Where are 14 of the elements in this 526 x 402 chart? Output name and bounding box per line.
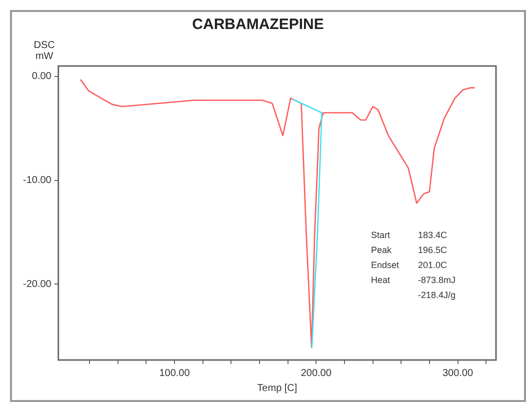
chart-title: CARBAMAZEPINE bbox=[192, 16, 324, 34]
annotation: -218.4J/g bbox=[418, 290, 456, 300]
text: Start 183.4C bbox=[371, 230, 448, 240]
x-axis-title: Temp [C] bbox=[257, 382, 298, 394]
text: Heat -873.8mJ bbox=[371, 275, 456, 285]
x-tick-label: 300.00 bbox=[442, 368, 474, 379]
y-tick-label: -10.00 bbox=[22, 175, 52, 186]
y-tick-label: -20.00 bbox=[22, 278, 52, 290]
x-tick-label: 200.00 bbox=[300, 368, 332, 379]
y-axis-title: DSC mW bbox=[34, 40, 55, 62]
text: Peak 196.5C bbox=[371, 245, 448, 255]
x-tick-label: 100.00 bbox=[159, 368, 190, 379]
y-tick-label: 0.00 bbox=[32, 71, 52, 82]
text: Endset 201.0C bbox=[371, 260, 448, 270]
